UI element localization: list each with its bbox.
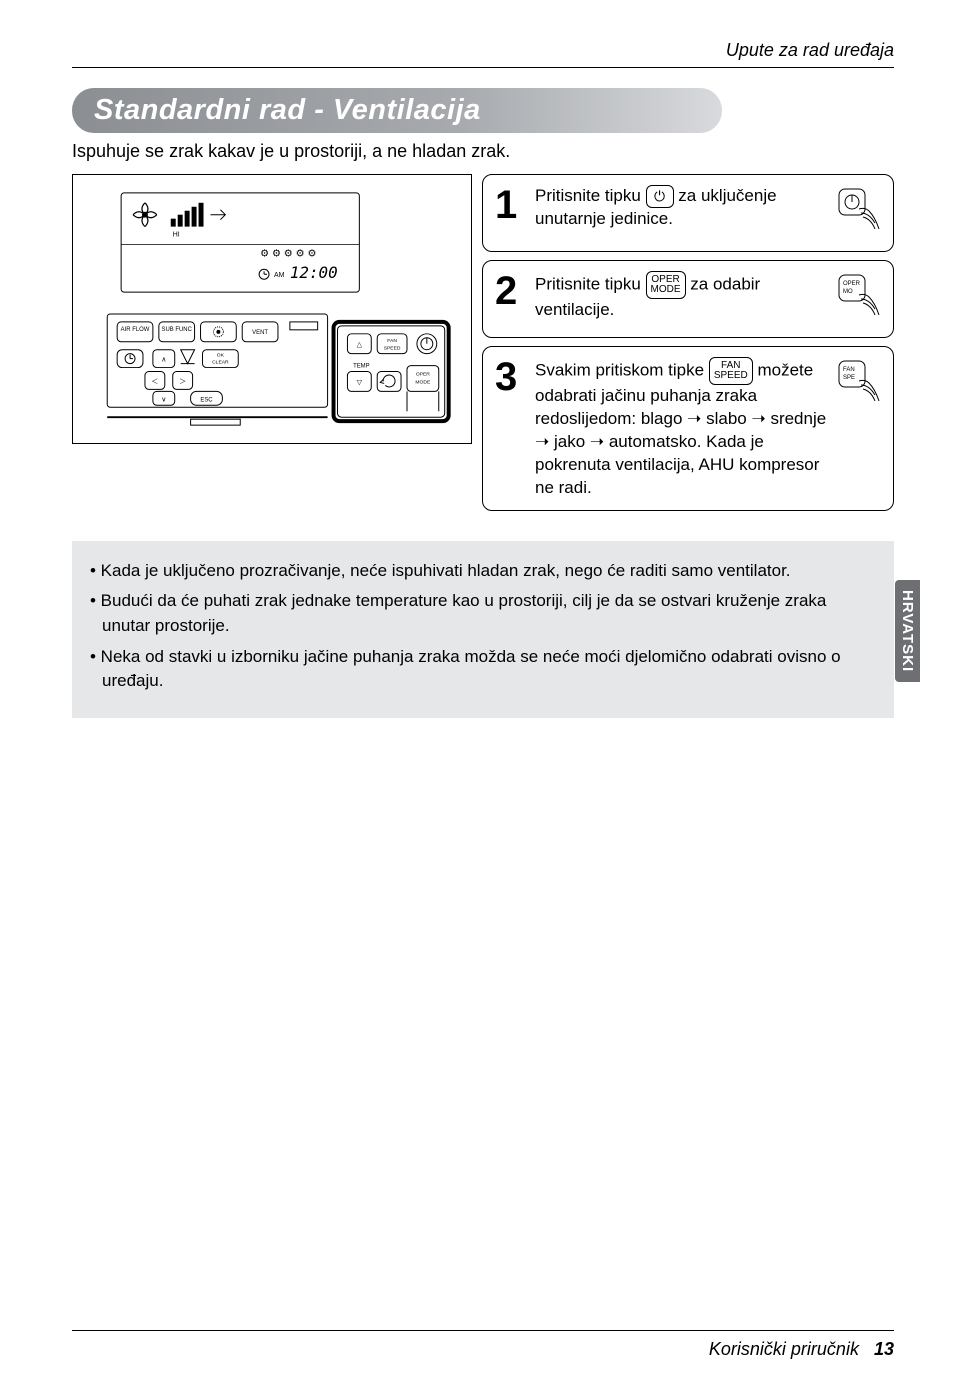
svg-text:▽: ▽: [357, 379, 363, 386]
svg-text:MO: MO: [843, 289, 853, 295]
language-tab: HRVATSKI: [895, 580, 920, 682]
svg-text:FAN: FAN: [843, 367, 855, 373]
svg-text:OK: OK: [217, 353, 225, 359]
svg-text:AIR FLOW: AIR FLOW: [121, 327, 150, 333]
fan-speed-icon: FAN SPEED: [709, 357, 753, 385]
display-time: 12:00: [290, 263, 338, 282]
svg-text:MODE: MODE: [415, 379, 431, 385]
section-title: Standardni rad - Ventilacija: [94, 94, 481, 126]
page-number: 13: [874, 1339, 894, 1359]
svg-text:△: △: [357, 342, 363, 349]
display-am: AM: [274, 272, 285, 279]
step-3: 3 Svakim pritiskom tipke FAN SPEED možet…: [482, 346, 894, 511]
svg-text:＜: ＜: [151, 378, 158, 385]
svg-text:OPER: OPER: [416, 372, 430, 378]
svg-text:TEMP: TEMP: [353, 364, 370, 370]
intro-text: Ispuhuje se zrak kakav je u prostoriji, …: [72, 141, 894, 162]
header-rule: [72, 67, 894, 68]
step-2: 2 Pritisnite tipku OPER MODE za odabir v…: [482, 260, 894, 338]
note-item: • Kada je uključeno prozračivanje, neće …: [90, 559, 876, 584]
svg-text:⚙⚙⚙⚙⚙: ⚙⚙⚙⚙⚙: [260, 248, 319, 259]
page-footer: Korisnički priručnik 13: [72, 1330, 894, 1360]
step-text: Pritisnite tipku OPER MODE za odabir ven…: [535, 271, 881, 322]
step-text: Pritisnite tipku za uključenje unutarnje…: [535, 185, 881, 231]
footer-label: Korisnički priručnik: [709, 1339, 859, 1359]
press-power-icon: [837, 187, 883, 233]
svg-text:SPEED: SPEED: [384, 346, 401, 352]
svg-text:FAN: FAN: [387, 338, 397, 344]
svg-text:∧: ∧: [161, 357, 166, 364]
svg-text:VENT: VENT: [252, 330, 268, 336]
steps-column: 1 Pritisnite tipku za uključenje unutarn…: [482, 174, 894, 511]
note-item: • Budući da će puhati zrak jednake tempe…: [90, 589, 876, 638]
step-text: Svakim pritiskom tipke FAN SPEED možete …: [535, 357, 881, 500]
svg-text:SUB FUNC: SUB FUNC: [162, 327, 193, 333]
svg-text:OPER: OPER: [843, 281, 861, 287]
svg-text:HI: HI: [173, 232, 180, 239]
notes-box: • Kada je uključeno prozračivanje, neće …: [72, 541, 894, 718]
svg-text:SPE: SPE: [843, 375, 855, 381]
section-title-pill: Standardni rad - Ventilacija: [72, 88, 722, 133]
press-fanspeed-icon: FAN SPE: [837, 359, 883, 405]
svg-text:ESC: ESC: [200, 397, 213, 403]
oper-mode-icon: OPER MODE: [646, 271, 686, 299]
step-1: 1 Pritisnite tipku za uključenje unutarn…: [482, 174, 894, 252]
power-icon: [646, 185, 674, 208]
step-number: 2: [495, 271, 525, 311]
svg-text:∨: ∨: [161, 396, 166, 403]
step-number: 3: [495, 357, 525, 397]
remote-controller-illustration: HI ⚙⚙⚙⚙⚙ AM 12:00: [72, 174, 472, 444]
svg-text:CLEAR: CLEAR: [212, 360, 229, 366]
press-opermode-icon: OPER MO: [837, 273, 883, 319]
step-number: 1: [495, 185, 525, 225]
running-header: Upute za rad uređaja: [72, 40, 894, 61]
svg-text:＞: ＞: [179, 378, 186, 385]
note-item: • Neka od stavki u izborniku jačine puha…: [90, 645, 876, 694]
